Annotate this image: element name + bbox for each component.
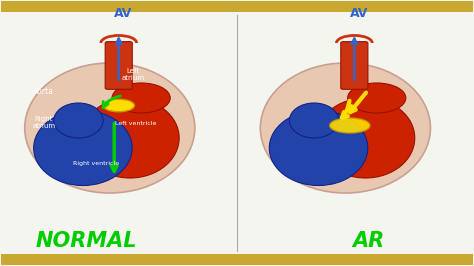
Text: AV: AV [350,7,368,20]
Ellipse shape [260,63,430,193]
Ellipse shape [330,118,370,133]
Ellipse shape [112,83,170,113]
Text: Aorta: Aorta [33,86,54,95]
Ellipse shape [81,98,179,178]
FancyBboxPatch shape [341,42,368,89]
Ellipse shape [34,110,132,185]
FancyBboxPatch shape [1,1,473,12]
Text: AR: AR [353,231,385,251]
Text: Right
atrium: Right atrium [32,116,55,129]
Ellipse shape [316,98,415,178]
Ellipse shape [347,83,406,113]
Ellipse shape [54,103,103,138]
Text: AV: AV [114,7,133,20]
FancyBboxPatch shape [1,254,473,265]
Text: Left
atrium: Left atrium [122,68,145,81]
Text: Left ventricle: Left ventricle [115,121,156,126]
Ellipse shape [290,103,338,138]
Ellipse shape [25,63,195,193]
FancyBboxPatch shape [105,42,132,89]
Ellipse shape [103,99,135,112]
Text: NORMAL: NORMAL [36,231,137,251]
Text: Right ventricle: Right ventricle [73,161,118,166]
Ellipse shape [269,110,368,185]
